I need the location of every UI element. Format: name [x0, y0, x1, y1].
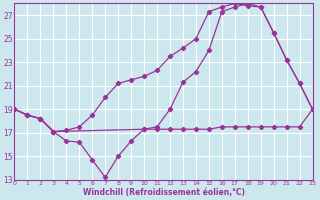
X-axis label: Windchill (Refroidissement éolien,°C): Windchill (Refroidissement éolien,°C)	[83, 188, 244, 197]
